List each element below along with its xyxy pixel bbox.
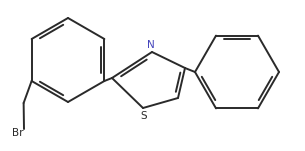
Text: Br: Br — [12, 128, 23, 138]
Text: N: N — [147, 40, 155, 50]
Text: S: S — [141, 111, 147, 121]
